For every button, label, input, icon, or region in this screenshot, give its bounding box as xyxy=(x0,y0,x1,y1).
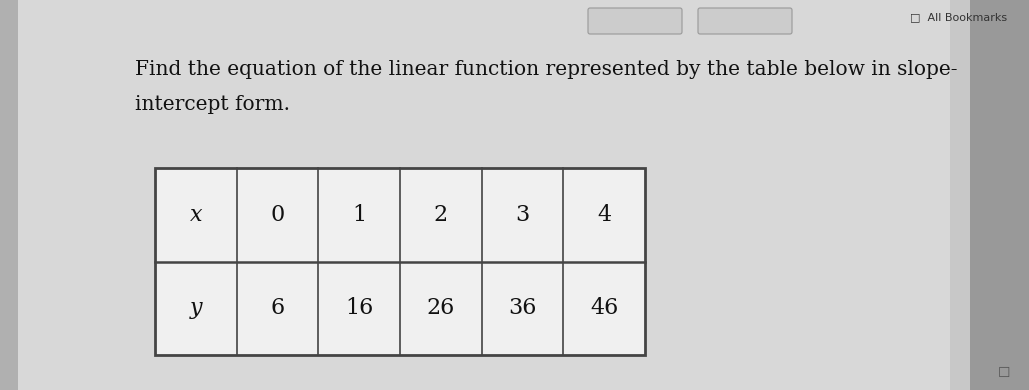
Text: 16: 16 xyxy=(345,297,374,319)
Text: 1: 1 xyxy=(352,204,366,226)
Text: 4: 4 xyxy=(597,204,611,226)
Text: 3: 3 xyxy=(516,204,530,226)
Text: 36: 36 xyxy=(508,297,537,319)
Text: y: y xyxy=(189,297,202,319)
Text: Find the equation of the linear function represented by the table below in slope: Find the equation of the linear function… xyxy=(135,60,958,79)
FancyBboxPatch shape xyxy=(588,8,682,34)
Text: 0: 0 xyxy=(271,204,285,226)
Bar xyxy=(155,168,645,355)
Bar xyxy=(0,0,17,390)
Text: 6: 6 xyxy=(271,297,285,319)
Text: ☐: ☐ xyxy=(997,366,1010,380)
FancyBboxPatch shape xyxy=(698,8,792,34)
Text: 46: 46 xyxy=(590,297,618,319)
Text: 2: 2 xyxy=(434,204,448,226)
Bar xyxy=(970,0,1029,390)
Text: □  All Bookmarks: □ All Bookmarks xyxy=(910,12,1007,22)
Text: x: x xyxy=(189,204,202,226)
Text: 26: 26 xyxy=(427,297,455,319)
Text: intercept form.: intercept form. xyxy=(135,95,290,114)
